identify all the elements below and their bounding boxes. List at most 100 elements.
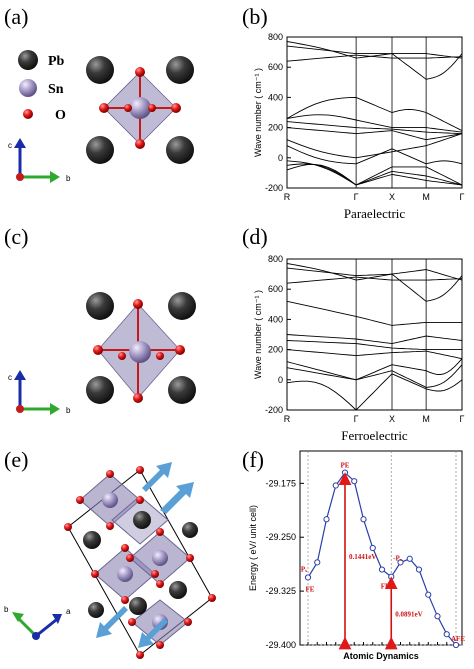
energy-point [304,574,312,581]
pe-label: PE [341,462,350,470]
phonon-band [286,121,463,135]
energy-point [378,566,386,573]
axes-triad-c: c b [8,370,71,415]
pb-legend-icon [18,50,38,70]
axes-triad-a: c b [8,138,71,183]
atom-legend: Pb Sn O [18,50,66,123]
x-tick-label: Γ [460,414,465,424]
y-tick-label: 800 [268,254,283,264]
axis-b-label-3: b [4,605,9,614]
plot-frame [286,258,463,411]
y-axis-label: Wave number ( cm⁻¹ ) [253,290,263,379]
x-axis-label: Atomic Dynamics [343,651,419,661]
y-tick-label: 200 [268,345,283,355]
y-tick-label: 600 [268,284,283,294]
energy-point [443,631,450,638]
phonon-band [286,114,463,133]
axis-c-label-2: c [8,373,12,382]
x-tick-label: R [284,192,291,202]
panel-label-a: (a) [4,4,29,29]
barrier1-label: 0.1441eV [349,553,376,561]
axis-a-label: a [66,607,71,616]
x-tick-label: Γ [354,192,359,202]
y-tick-label: -29.175 [265,478,296,488]
energy-point [434,613,441,620]
energy-point [360,516,367,523]
y-tick-label: -200 [265,183,283,193]
phonon-chart-paraelectric: -200 0 200 400 600 800 R Γ X M Γ Paraelectric Wave n… [253,32,465,221]
energy-point [406,555,413,562]
phonon-band [286,349,463,360]
y-axis-label: Energy ( eV/ unit cell) [248,505,258,591]
y-tick-label: -29.400 [265,640,296,650]
phonon-band [286,96,463,132]
x-tick-label: M [422,414,430,424]
y-tick-label: 400 [268,314,283,324]
phonon-band [286,364,463,388]
y-tick-label: 800 [268,32,283,42]
phonon-band [286,127,463,141]
panel-label-c: (c) [4,224,29,249]
phonon-band [286,163,463,186]
fe-left-label: FE [306,585,315,593]
phonon-band [286,263,463,281]
energy-point [341,469,349,476]
energy-point [351,478,358,485]
x-tick-label: X [389,192,395,202]
y-tick-label: 0 [278,375,283,385]
axes-triad-e: b a [4,605,71,640]
pb-legend-label: Pb [48,54,65,69]
ferroelectric-structure [86,292,196,404]
energy-chart: -29.175 -29.250 -29.325 -29.400 Atomic Dynam… [248,450,465,661]
o-legend-icon [23,109,33,119]
energy-point [415,566,423,573]
polarization-arrows [96,462,194,648]
y-tick-label: -200 [265,405,283,415]
y-tick-label: 400 [268,92,283,102]
energy-point [314,559,321,566]
paraelectric-structure [86,56,194,164]
x-tick-label: Γ [354,414,359,424]
energy-line [307,471,457,646]
fe-right-label: FE [381,583,390,591]
phonon-band [286,373,463,411]
px-left-label: Pₓ [301,565,308,573]
phonon-band [286,276,463,284]
chart-title: Paraelectric [344,206,406,221]
x-tick-label: M [422,192,430,202]
energy-point [332,482,339,489]
phonon-band [286,163,463,186]
y-tick-label: -29.325 [265,586,296,596]
energy-point [369,544,376,552]
phonon-band [286,145,463,165]
phonon-band [286,133,463,159]
panel-label-b: (b) [242,4,268,29]
plot-frame [286,36,463,189]
y-axis-label: Wave number ( cm⁻¹ ) [253,68,263,157]
y-tick-label: -29.250 [265,532,296,542]
afe-label: AFE [451,635,465,643]
phonon-band [286,358,463,381]
axis-c-label: c [8,141,12,150]
panel-label-f: (f) [242,447,264,472]
energy-point [425,591,432,598]
x-tick-label: R [284,414,291,424]
energy-point [388,573,395,580]
sn-legend-icon [19,79,37,97]
y-tick-label: 600 [268,62,283,72]
energy-point [452,641,460,649]
phonon-band [286,334,463,345]
y-tick-label: 0 [278,153,283,163]
phonon-chart-ferroelectric: -200 0 200 400 600 800 R Γ X M Γ Ferroelectric Wave … [253,254,465,443]
sn-legend-label: Sn [48,82,64,97]
phonon-band [286,267,463,302]
barrier2-label: 0.0891eV [395,610,422,618]
axis-b-label-2: b [66,406,71,415]
phonon-band [286,54,463,62]
energy-point [397,559,404,566]
x-tick-label: X [389,414,395,424]
phonon-band [286,340,462,351]
o-legend-label: O [55,108,66,123]
chart-title: Ferroelectric [341,428,408,443]
